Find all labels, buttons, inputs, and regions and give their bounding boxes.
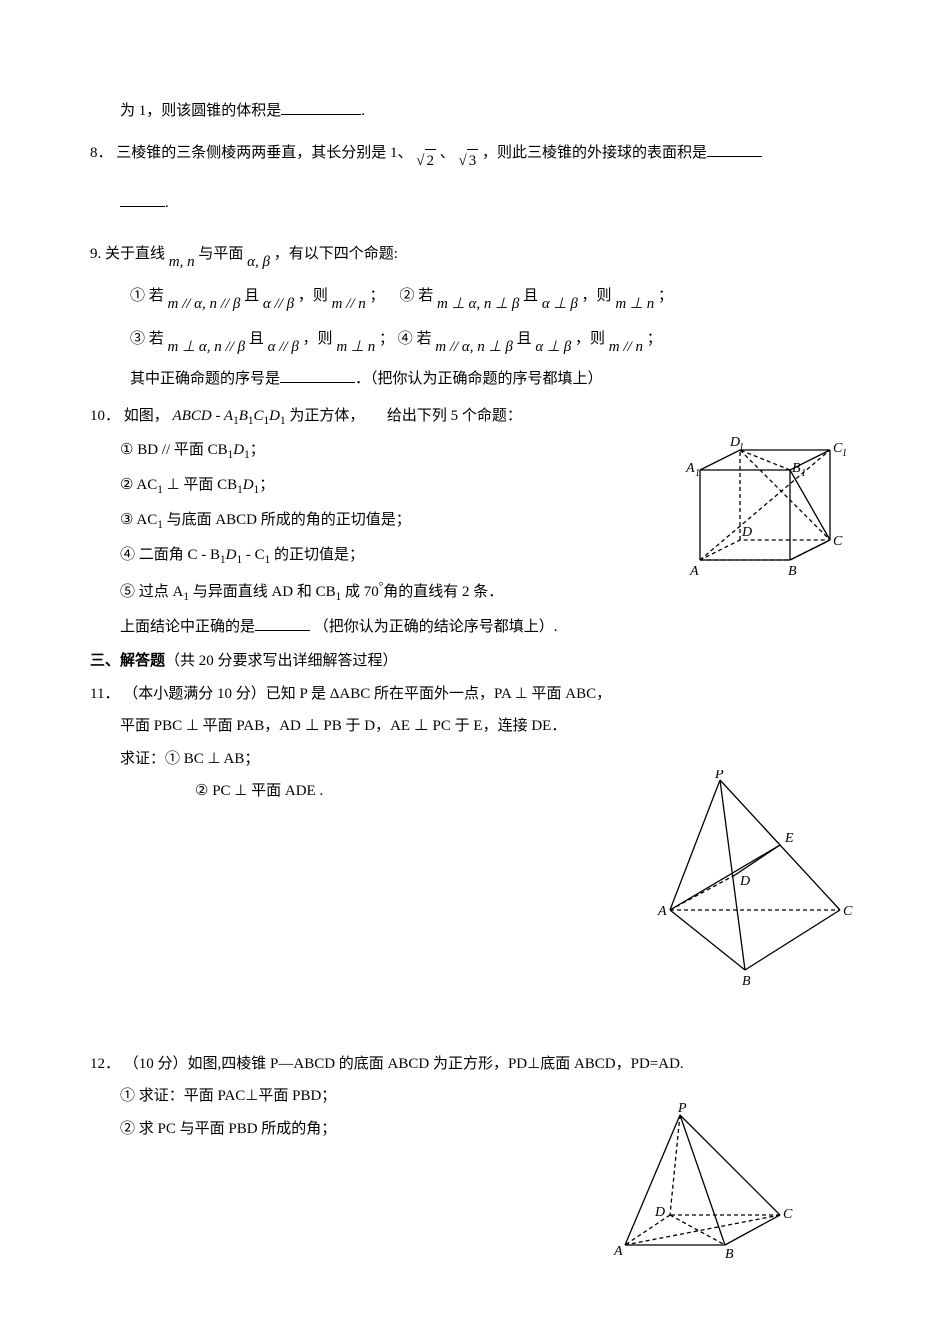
section3: 三、解答题（共 20 分要求写出详细解答过程） [90, 650, 860, 673]
sqrt3: √3 [459, 153, 479, 169]
blank [255, 616, 310, 631]
svg-text:A: A [613, 1244, 623, 1259]
svg-text:D: D [654, 1205, 665, 1220]
svg-text:A: A [685, 461, 695, 476]
orphan-text: 为 1，则该圆锥的体积是 [120, 103, 281, 119]
period: . [361, 103, 365, 119]
blank [281, 100, 361, 115]
q11-proof: 求证：① BC ⊥ AB； [90, 748, 860, 771]
q9-ab: α, β [247, 254, 270, 270]
orphan-line: 为 1，则该圆锥的体积是. [90, 100, 860, 123]
svg-text:A: A [689, 564, 699, 579]
svg-text:P: P [677, 1101, 687, 1116]
tetra-diagram: P A B C D E [650, 770, 860, 990]
q12: 12． （10 分）如图,四棱锥 P—ABCD 的底面 ABCD 为正方形，PD… [90, 1053, 860, 1076]
q8-text2: ，则此三棱锥的外接球的表面积是 [482, 145, 707, 161]
q9-row1: ① 若 m // α, n // β 且 α // β ，则 m // n ； … [90, 285, 860, 308]
q11-l2: 平面 PBC ⊥ 平面 PAB，AD ⊥ PB 于 D，AE ⊥ PC 于 E，… [90, 715, 860, 738]
q9: 9. 关于直线 m, n 与平面 α, β ，有以下四个命题: [90, 243, 860, 266]
pyramid-diagram: P A B C D [610, 1100, 800, 1260]
sqrt2: √2 [416, 153, 436, 169]
blank [707, 142, 762, 157]
blank [120, 192, 165, 207]
q9-mn: m, n [169, 254, 195, 270]
q9-end: ，有以下四个命题: [274, 246, 398, 262]
svg-text:D: D [741, 525, 752, 540]
q9-mid: 与平面 [198, 246, 243, 262]
blank [280, 368, 355, 383]
q8-text1: 三棱锥的三条侧棱两两垂直，其长分别是 1、 [116, 145, 412, 161]
q8-num: 8． [90, 145, 113, 161]
svg-text:D: D [739, 874, 750, 889]
svg-text:B: B [725, 1247, 734, 1260]
svg-text:C: C [843, 904, 853, 919]
svg-text:E: E [784, 831, 794, 846]
svg-text:P: P [714, 770, 724, 782]
svg-text:B: B [742, 974, 751, 989]
svg-text:B: B [792, 461, 801, 476]
q9-concl: 其中正确命题的序号是．（把你认为正确命题的序号都填上） [90, 368, 860, 391]
q10-concl: 上面结论中正确的是 （把你认为正确的结论序号都填上）. [90, 616, 860, 639]
cube-diagram: A B C D A1 B1 C1 D1 [670, 430, 860, 590]
q9-open: 关于直线 [105, 246, 165, 262]
q11: 11． （本小题满分 10 分）已知 P 是 ΔABC 所在平面外一点，PA ⊥… [90, 683, 860, 706]
q9-row2: ③ 若 m ⊥ α, n // β 且 α // β ，则 m ⊥ n ； ④ … [90, 328, 860, 351]
svg-text:1: 1 [801, 468, 806, 479]
svg-text:1: 1 [695, 468, 700, 479]
q8: 8． 三棱锥的三条侧棱两两垂直，其长分别是 1、 √2 、 √3 ，则此三棱锥的… [90, 141, 860, 165]
svg-text:C: C [833, 534, 843, 549]
q10: 10． 如图， ABCD - A1B1C1D1 为正方体， 给出下列 5 个命题… [90, 405, 860, 430]
q9-num: 9. [90, 246, 101, 262]
svg-text:B: B [788, 564, 797, 579]
svg-text:A: A [657, 904, 667, 919]
svg-text:1: 1 [842, 448, 847, 459]
q8-trail: . [90, 192, 860, 215]
svg-text:C: C [783, 1207, 793, 1222]
sep: 、 [440, 145, 455, 161]
svg-text:1: 1 [739, 442, 744, 453]
